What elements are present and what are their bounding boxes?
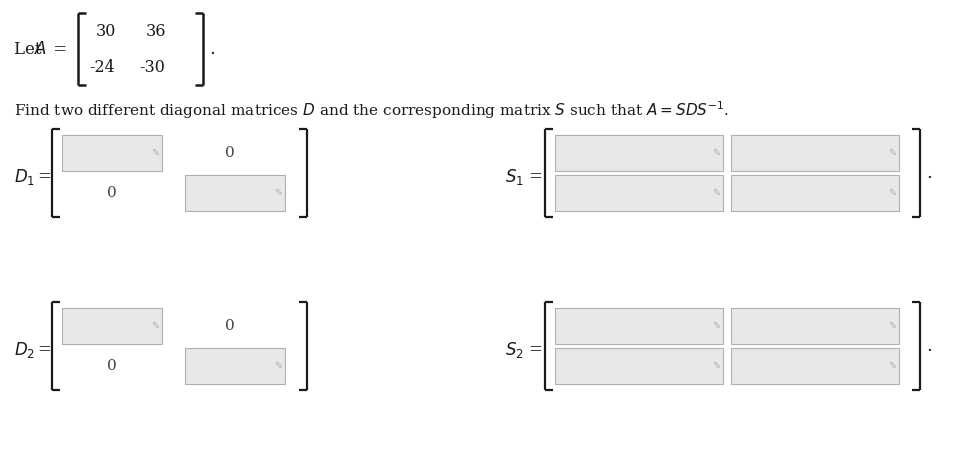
Text: 36: 36 <box>146 22 166 40</box>
Text: =: = <box>37 342 51 359</box>
Text: =: = <box>528 168 542 186</box>
FancyBboxPatch shape <box>555 135 723 171</box>
FancyBboxPatch shape <box>185 175 285 211</box>
Text: =: = <box>528 342 542 359</box>
FancyBboxPatch shape <box>555 348 723 384</box>
FancyBboxPatch shape <box>731 348 899 384</box>
Text: $A$: $A$ <box>34 41 47 59</box>
Text: -30: -30 <box>139 59 165 76</box>
FancyBboxPatch shape <box>555 308 723 344</box>
Text: -24: -24 <box>89 59 115 76</box>
Text: .: . <box>926 164 932 182</box>
Text: 30: 30 <box>95 22 117 40</box>
FancyBboxPatch shape <box>185 348 285 384</box>
FancyBboxPatch shape <box>62 308 162 344</box>
Text: 0: 0 <box>107 186 117 200</box>
Text: =: = <box>48 41 67 59</box>
Text: ✎: ✎ <box>888 188 896 198</box>
Text: $D_1$: $D_1$ <box>14 167 35 187</box>
FancyBboxPatch shape <box>731 308 899 344</box>
FancyBboxPatch shape <box>555 175 723 211</box>
Text: $S_2$: $S_2$ <box>505 340 523 360</box>
Text: $S_1$: $S_1$ <box>505 167 523 187</box>
FancyBboxPatch shape <box>731 135 899 171</box>
Text: ✎: ✎ <box>888 148 896 158</box>
Text: .: . <box>926 337 932 355</box>
Text: 0: 0 <box>226 146 235 160</box>
Text: Let: Let <box>14 41 46 59</box>
Text: Find two different diagonal matrices $D$ and the corresponding matrix $S$ such t: Find two different diagonal matrices $D$… <box>14 99 729 121</box>
Text: ✎: ✎ <box>711 361 720 371</box>
Text: .: . <box>209 40 215 58</box>
Text: ✎: ✎ <box>711 188 720 198</box>
FancyBboxPatch shape <box>731 175 899 211</box>
FancyBboxPatch shape <box>62 135 162 171</box>
Text: $D_2$: $D_2$ <box>14 340 35 360</box>
Text: ✎: ✎ <box>711 148 720 158</box>
Text: ✎: ✎ <box>151 321 159 331</box>
Text: ✎: ✎ <box>151 148 159 158</box>
Text: ✎: ✎ <box>274 361 282 371</box>
Text: ✎: ✎ <box>888 361 896 371</box>
Text: =: = <box>37 168 51 186</box>
Text: 0: 0 <box>107 359 117 373</box>
Text: ✎: ✎ <box>274 188 282 198</box>
Text: 0: 0 <box>226 319 235 333</box>
Text: ✎: ✎ <box>888 321 896 331</box>
Text: ✎: ✎ <box>711 321 720 331</box>
